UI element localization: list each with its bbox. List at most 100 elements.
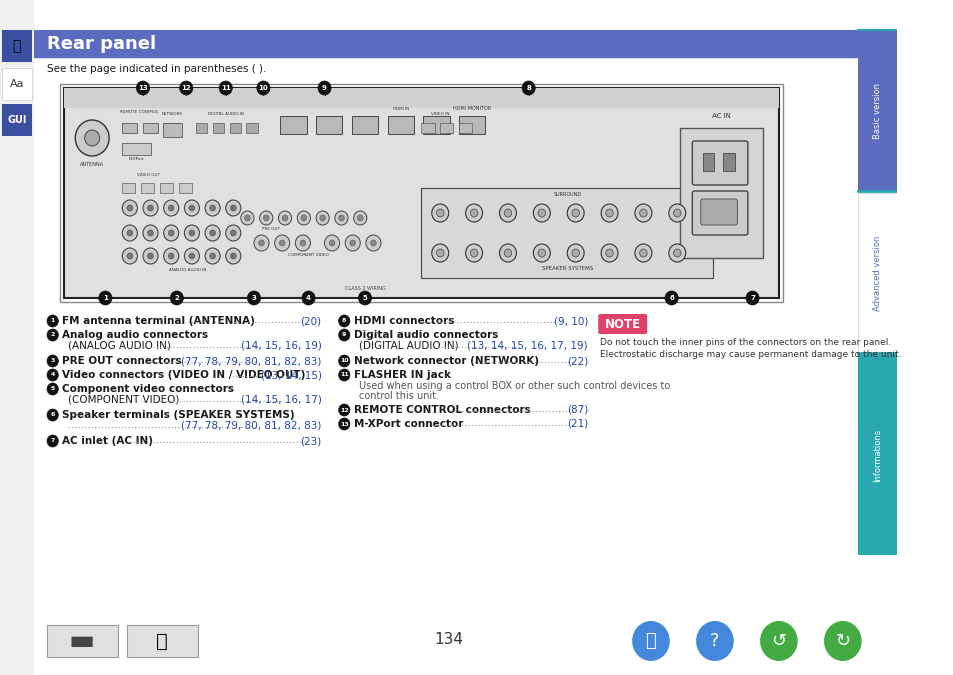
Text: 12: 12 [339, 408, 348, 412]
Circle shape [143, 200, 158, 216]
FancyBboxPatch shape [60, 84, 781, 302]
Circle shape [127, 205, 132, 211]
Circle shape [47, 383, 58, 395]
Text: See the page indicated in parentheses ( ).: See the page indicated in parentheses ( … [47, 64, 266, 74]
Text: (20): (20) [300, 316, 321, 326]
Circle shape [164, 248, 178, 264]
Text: 3: 3 [51, 358, 55, 364]
Text: (13, 14, 15): (13, 14, 15) [260, 370, 321, 380]
FancyBboxPatch shape [122, 183, 135, 193]
Text: Used when using a control BOX or other such control devices to: Used when using a control BOX or other s… [359, 381, 670, 391]
Circle shape [338, 369, 350, 381]
Circle shape [210, 205, 215, 211]
Text: 6: 6 [669, 295, 674, 301]
Circle shape [85, 130, 100, 146]
Circle shape [760, 621, 797, 661]
Circle shape [240, 211, 253, 225]
Text: VIDEO IN: VIDEO IN [431, 112, 449, 116]
Circle shape [357, 215, 363, 221]
Text: 1: 1 [51, 319, 55, 323]
Text: NOTE: NOTE [604, 317, 640, 331]
Circle shape [210, 230, 215, 236]
Circle shape [170, 291, 183, 305]
Circle shape [668, 244, 685, 262]
Circle shape [244, 215, 250, 221]
Circle shape [470, 209, 477, 217]
Text: (22): (22) [566, 356, 587, 366]
Text: (21): (21) [566, 419, 587, 429]
Circle shape [664, 291, 678, 305]
Text: 13: 13 [339, 421, 348, 427]
Text: 1: 1 [103, 295, 108, 301]
Text: (DIGITAL AUDIO IN): (DIGITAL AUDIO IN) [359, 341, 458, 351]
Circle shape [350, 240, 355, 246]
Circle shape [315, 211, 329, 225]
Text: Network connector (NETWORK): Network connector (NETWORK) [354, 356, 538, 366]
Circle shape [75, 120, 109, 156]
Circle shape [231, 205, 235, 211]
Text: (77, 78, 79, 80, 81, 82, 83): (77, 78, 79, 80, 81, 82, 83) [181, 356, 321, 366]
FancyBboxPatch shape [2, 68, 32, 100]
Text: 📖: 📖 [645, 632, 656, 650]
FancyBboxPatch shape [857, 355, 897, 555]
Circle shape [572, 209, 578, 217]
FancyBboxPatch shape [0, 0, 33, 675]
FancyBboxPatch shape [857, 193, 897, 353]
Text: CLASS 2 WIRING: CLASS 2 WIRING [344, 286, 385, 291]
Circle shape [226, 200, 240, 216]
FancyBboxPatch shape [352, 116, 377, 134]
Circle shape [499, 244, 516, 262]
Text: 9: 9 [342, 333, 346, 338]
Circle shape [47, 369, 58, 381]
Circle shape [143, 248, 158, 264]
FancyBboxPatch shape [458, 123, 472, 133]
Text: 5: 5 [51, 387, 55, 392]
FancyBboxPatch shape [160, 183, 172, 193]
FancyBboxPatch shape [163, 123, 181, 137]
Circle shape [148, 205, 153, 211]
Circle shape [632, 621, 669, 661]
FancyBboxPatch shape [439, 123, 453, 133]
Text: FM antenna terminal (ANTENNA): FM antenna terminal (ANTENNA) [62, 316, 254, 326]
Circle shape [436, 249, 443, 257]
Circle shape [99, 291, 112, 305]
Text: (14, 15, 16, 19): (14, 15, 16, 19) [240, 341, 321, 351]
Text: M-XPort: M-XPort [129, 157, 144, 161]
Circle shape [300, 240, 305, 246]
Text: 12: 12 [181, 85, 191, 91]
Circle shape [317, 81, 331, 95]
Circle shape [324, 235, 339, 251]
Circle shape [370, 240, 375, 246]
FancyBboxPatch shape [246, 123, 257, 133]
Circle shape [338, 315, 350, 327]
Text: control this unit.: control this unit. [359, 391, 439, 401]
Circle shape [136, 81, 150, 95]
Text: ↺: ↺ [771, 632, 785, 650]
Circle shape [47, 409, 58, 421]
Circle shape [605, 209, 613, 217]
Circle shape [639, 209, 646, 217]
Circle shape [184, 248, 199, 264]
Text: 📖: 📖 [12, 39, 21, 53]
Text: ANTENNA: ANTENNA [80, 162, 104, 167]
Text: 13: 13 [138, 85, 148, 91]
FancyBboxPatch shape [702, 153, 713, 171]
Circle shape [168, 253, 173, 259]
Circle shape [567, 244, 583, 262]
Circle shape [537, 249, 545, 257]
Text: Basic version: Basic version [872, 83, 882, 139]
Text: Analog audio connectors: Analog audio connectors [62, 330, 208, 340]
FancyBboxPatch shape [213, 123, 224, 133]
Circle shape [338, 355, 350, 367]
Circle shape [127, 253, 132, 259]
Text: SURROUND: SURROUND [553, 192, 580, 197]
Text: 10: 10 [339, 358, 348, 364]
Circle shape [164, 200, 178, 216]
Circle shape [572, 249, 578, 257]
Circle shape [263, 215, 269, 221]
Text: 6: 6 [51, 412, 55, 418]
Circle shape [219, 81, 233, 95]
Circle shape [537, 209, 545, 217]
Text: 8: 8 [342, 319, 346, 323]
Text: NETWORK: NETWORK [161, 112, 182, 116]
